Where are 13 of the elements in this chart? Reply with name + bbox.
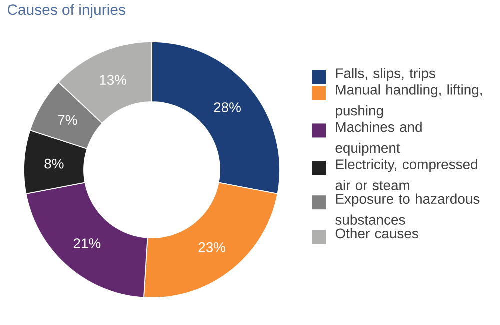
legend-label: Exposure to hazardous substances: [336, 194, 480, 225]
data-label: 7%: [58, 115, 78, 125]
data-label: 28%: [214, 102, 241, 112]
data-label: 13%: [100, 75, 127, 85]
data-label: 21%: [74, 238, 101, 248]
legend-label: Electricity, compressed air or steam: [336, 159, 478, 190]
legend-label: Machines and equipment: [336, 122, 422, 156]
legend-label: Other causes: [336, 228, 418, 239]
legend-label: Falls, slips, trips: [336, 68, 436, 82]
legend-label: Manual handling, lifting, pushing: [336, 84, 482, 119]
data-label: 8%: [44, 158, 64, 169]
chart-title: Causes of injuries: [8, 4, 126, 18]
data-label: 23%: [198, 242, 226, 252]
